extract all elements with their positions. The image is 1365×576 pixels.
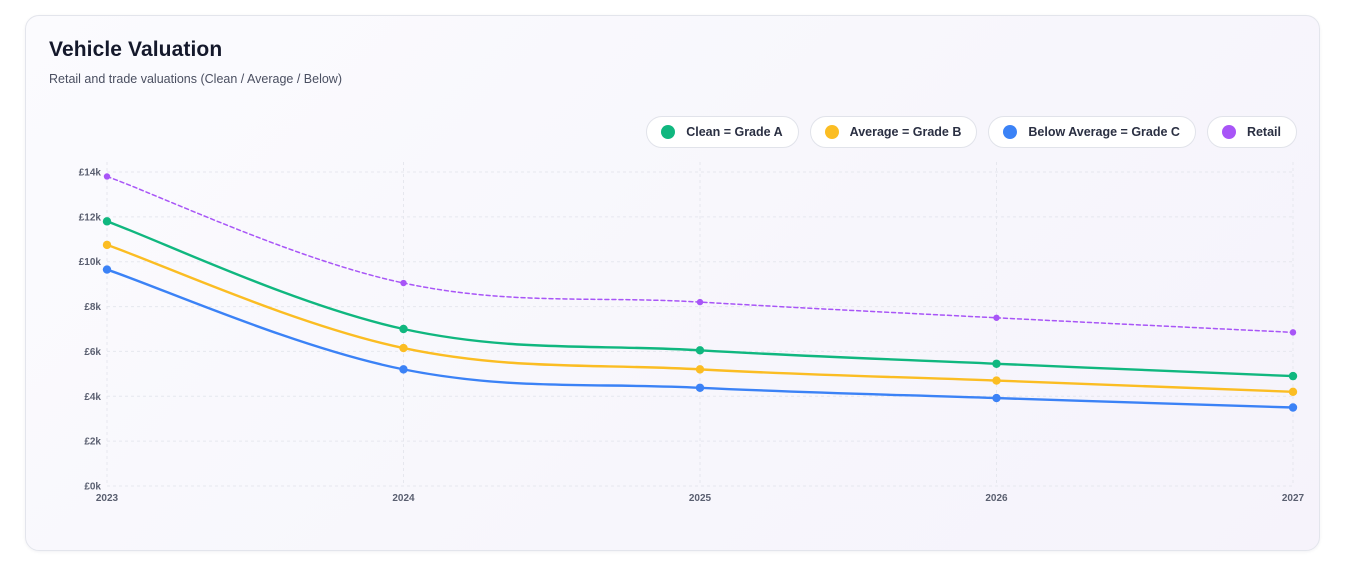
data-point-average-grade-b: [399, 343, 408, 353]
chart-legend: Clean = Grade A Average = Grade B Below …: [646, 116, 1297, 148]
data-point-average-grade-b: [102, 240, 112, 250]
x-tick-label: 2025: [689, 493, 712, 504]
line-chart: £0k £2k £4k £6k £8k £10k £12k £14k 2023 2024 2025 2…: [79, 162, 1305, 504]
legend-label-clean: Clean = Grade A: [686, 125, 783, 139]
y-tick-label: £0k: [84, 482, 101, 493]
data-point-average-grade-b: [695, 365, 705, 374]
y-tick-label: £14k: [79, 168, 102, 179]
legend-item-below-average[interactable]: Below Average = Grade C: [988, 116, 1196, 148]
data-point-average-grade-b: [992, 376, 1001, 385]
data-point-below-average-grade-c: [1288, 403, 1298, 412]
series-line-clean-grade-a: [105, 220, 1295, 378]
chart-subtitle: Retail and trade valuations (Clean / Ave…: [49, 72, 342, 86]
y-tick-label: £8k: [84, 302, 101, 313]
data-point-retail: [993, 314, 1000, 321]
data-point-below-average-grade-c: [102, 265, 112, 274]
data-point-retail: [400, 279, 407, 287]
legend-label-retail: Retail: [1246, 125, 1281, 139]
y-tick-label: £4k: [84, 392, 101, 403]
data-point-retail: [696, 298, 704, 306]
y-tick-label: £12k: [79, 212, 102, 223]
legend-dot-below-average: [1003, 125, 1018, 139]
valuation-card: Vehicle Valuation Retail and trade valua…: [25, 15, 1320, 551]
legend-label-below-average: Below Average = Grade C: [1028, 125, 1180, 139]
series-line-below-average-grade-c: [105, 268, 1295, 409]
legend-dot-average: [824, 125, 839, 139]
data-point-below-average-grade-c: [399, 365, 408, 374]
data-point-clean-grade-a: [1288, 371, 1298, 381]
x-tick-label: 2024: [392, 493, 415, 504]
data-point-clean-grade-a: [399, 324, 408, 334]
x-tick-label: 2023: [96, 493, 119, 504]
data-point-clean-grade-a: [992, 359, 1001, 368]
data-point-clean-grade-a: [102, 217, 112, 226]
data-point-clean-grade-a: [695, 346, 705, 355]
legend-item-clean[interactable]: Clean = Grade A: [646, 116, 799, 148]
series-line-retail: [106, 175, 1294, 334]
legend-dot-clean: [661, 125, 676, 139]
data-point-retail: [103, 173, 111, 180]
data-point-average-grade-b: [1288, 387, 1298, 396]
chart-title: Vehicle Valuation: [49, 38, 223, 61]
legend-item-average[interactable]: Average = Grade B: [809, 116, 978, 148]
x-tick-label: 2027: [1282, 493, 1305, 504]
y-tick-label: £6k: [84, 347, 101, 358]
x-tick-label: 2026: [985, 493, 1008, 504]
y-tick-label: £10k: [79, 257, 102, 268]
data-point-below-average-grade-c: [695, 383, 705, 392]
legend-item-retail[interactable]: Retail: [1206, 116, 1297, 148]
legend-dot-retail: [1221, 125, 1236, 139]
y-tick-label: £2k: [84, 437, 101, 448]
legend-label-average: Average = Grade B: [849, 125, 962, 139]
data-point-retail: [1289, 329, 1297, 336]
series-line-average-grade-b: [105, 243, 1295, 393]
data-point-below-average-grade-c: [992, 393, 1001, 403]
